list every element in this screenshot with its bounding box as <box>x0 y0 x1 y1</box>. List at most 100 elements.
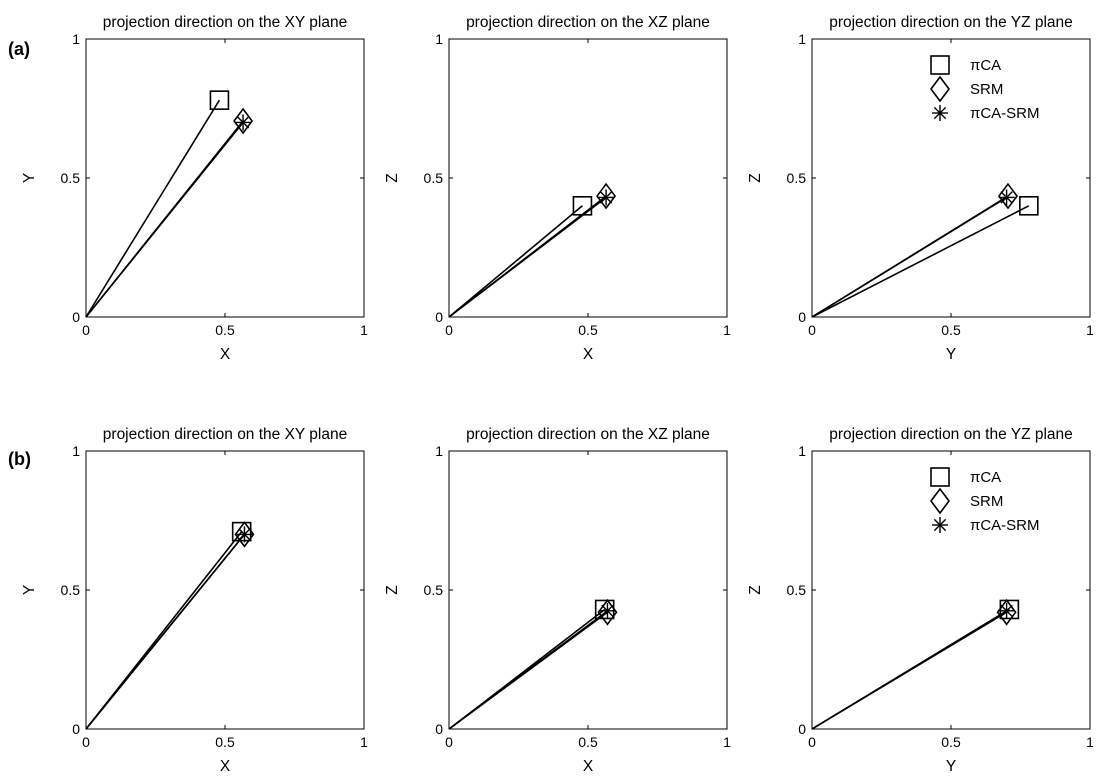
series-line <box>85 121 244 318</box>
legend-label: πCA-SRM <box>970 517 1040 534</box>
y-axis-label: Y <box>21 585 38 595</box>
x-tick-label: 0 <box>808 322 816 338</box>
x-tick-label: 0 <box>445 734 453 750</box>
x-tick-label: 1 <box>360 322 368 338</box>
subplot-title: projection direction on the YZ plane <box>829 426 1073 443</box>
y-axis-label: Y <box>21 173 38 183</box>
legend-label: πCA <box>970 57 1001 74</box>
panel-label-a: (a) <box>8 39 30 59</box>
x-tick-label: 0.5 <box>941 734 961 750</box>
asterisk-stroke <box>1000 191 1013 204</box>
x-tick-label: 1 <box>723 734 731 750</box>
x-axis-label: X <box>583 758 594 775</box>
y-tick-label: 0.5 <box>424 170 444 186</box>
x-axis-label: Y <box>946 346 956 363</box>
series-line <box>448 610 608 730</box>
x-axis-label: X <box>583 346 594 363</box>
x-tick-label: 0.5 <box>215 322 235 338</box>
asterisk-stroke <box>238 528 251 541</box>
subplot-title: projection direction on the XZ plane <box>466 426 710 443</box>
diamond-marker <box>597 598 618 626</box>
subplot: projection direction on the XY plane 0 0.5… <box>21 14 368 363</box>
legend-diamond-marker <box>930 487 950 515</box>
y-tick-label: 0.5 <box>787 170 807 186</box>
subplot: projection direction on the XY plane 0 0.5… <box>21 426 368 775</box>
asterisk-stroke <box>1000 604 1013 618</box>
asterisk-marker <box>599 602 616 619</box>
x-tick-label: 1 <box>723 322 731 338</box>
asterisk-marker <box>998 602 1015 619</box>
subplot-title: projection direction on the YZ plane <box>829 14 1073 31</box>
asterisk-stroke <box>933 518 947 532</box>
axes-box <box>85 38 365 318</box>
subplot-title: projection direction on the XZ plane <box>466 14 710 31</box>
legend-diamond-marker <box>930 75 950 103</box>
y-tick-label: 0 <box>435 309 443 325</box>
y-tick-label: 1 <box>798 443 806 459</box>
asterisk-stroke <box>236 116 250 129</box>
axes-box <box>448 450 728 730</box>
x-tick-label: 0 <box>82 734 90 750</box>
y-tick-label: 1 <box>435 443 443 459</box>
x-tick-label: 0.5 <box>941 322 961 338</box>
legend-label: πCA <box>970 469 1001 486</box>
y-tick-label: 0 <box>798 309 806 325</box>
axes-box <box>811 38 1091 318</box>
x-tick-label: 0 <box>445 322 453 338</box>
axes-box <box>811 450 1091 730</box>
y-tick-label: 1 <box>435 31 443 47</box>
asterisk-stroke <box>601 604 614 618</box>
asterisk-marker <box>598 189 615 206</box>
y-tick-label: 0 <box>435 721 443 737</box>
y-axis-label: Z <box>747 173 764 182</box>
y-tick-label: 0.5 <box>61 582 81 598</box>
diamond-marker <box>233 107 254 135</box>
y-tick-label: 0 <box>72 721 80 737</box>
asterisk-stroke <box>599 191 613 204</box>
square-marker <box>1019 196 1039 216</box>
y-tick-label: 1 <box>798 31 806 47</box>
y-axis-label: Z <box>384 173 401 182</box>
y-tick-label: 1 <box>72 443 80 459</box>
x-tick-label: 0.5 <box>215 734 235 750</box>
x-axis-label: X <box>220 758 231 775</box>
y-axis-label: Z <box>384 585 401 594</box>
axes-box <box>85 450 365 730</box>
legend-label: πCA-SRM <box>970 105 1040 122</box>
axes-box <box>448 38 728 318</box>
y-tick-label: 0 <box>798 721 806 737</box>
series-line <box>85 99 221 318</box>
y-tick-label: 0.5 <box>424 582 444 598</box>
legend: πCA SRM πCA-SRM <box>930 55 1040 122</box>
x-tick-label: 1 <box>1086 322 1094 338</box>
square-marker <box>209 90 230 110</box>
diamond-marker <box>596 182 617 210</box>
panel-label-b: (b) <box>8 449 31 469</box>
asterisk-marker <box>235 114 252 131</box>
asterisk-marker <box>998 189 1015 206</box>
subplots: projection direction on the XY plane 0 0.5… <box>21 14 1094 775</box>
x-axis-label: Y <box>946 758 956 775</box>
subplot: projection direction on the XZ plane 0 0.5… <box>384 14 731 363</box>
x-tick-label: 0 <box>82 322 90 338</box>
legend-asterisk-marker <box>932 517 948 533</box>
subplot-title: projection direction on the XY plane <box>103 426 347 443</box>
legend-label: SRM <box>970 81 1003 98</box>
x-tick-label: 0 <box>808 734 816 750</box>
diamond-marker <box>996 598 1017 626</box>
legend-asterisk-marker <box>932 105 948 121</box>
subplot: projection direction on the YZ plane 0 0.5… <box>747 426 1094 775</box>
diamond-marker <box>234 521 255 548</box>
series-line <box>811 205 1030 318</box>
y-axis-label: Z <box>747 585 764 594</box>
x-tick-label: 0.5 <box>578 734 598 750</box>
y-tick-label: 0.5 <box>787 582 807 598</box>
x-tick-label: 1 <box>360 734 368 750</box>
x-tick-label: 1 <box>1086 734 1094 750</box>
series-line <box>85 533 246 730</box>
subplot-title: projection direction on the XY plane <box>103 14 347 31</box>
legend: πCA SRM πCA-SRM <box>930 467 1040 534</box>
series-line <box>811 196 1008 318</box>
asterisk-marker <box>236 526 253 543</box>
square-marker <box>572 196 593 216</box>
